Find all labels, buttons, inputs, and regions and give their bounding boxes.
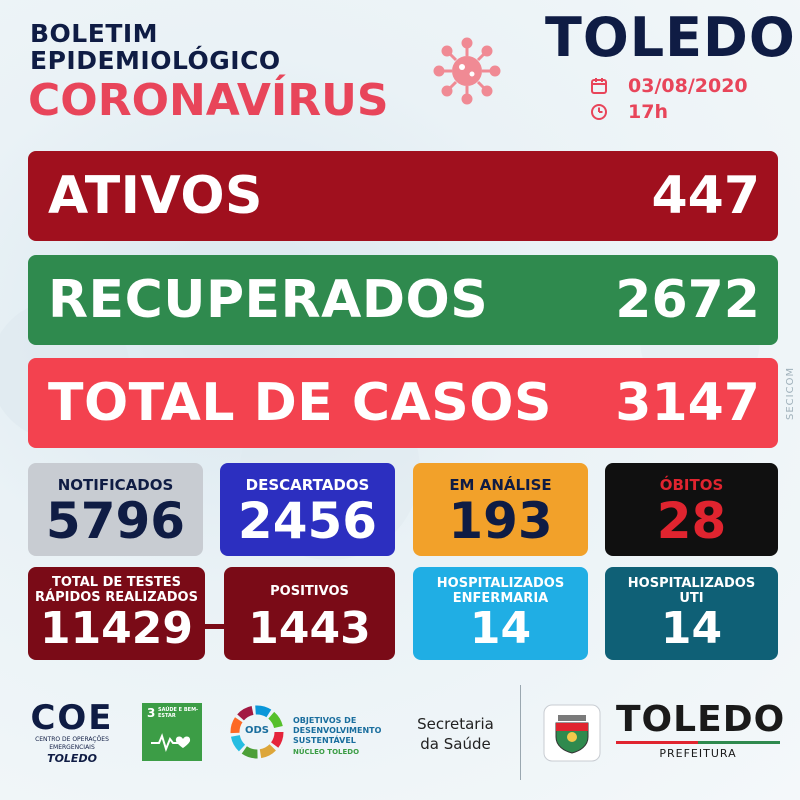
ods-text-2: DESENVOLVIMENTO [293, 726, 382, 735]
side-credit: SECICOM [785, 366, 796, 420]
stat-enfermaria-value: 14 [469, 603, 532, 654]
bar-total-casos-label: TOTAL DE CASOS [48, 373, 552, 433]
coe-subtitle: CENTRO DE OPERAÇÕES EMERGENCIAIS [35, 736, 109, 751]
stat-notificados-label: NOTIFICADOS [57, 476, 174, 494]
prefeitura-subtitle: PREFEITURA [659, 747, 737, 760]
coe-city: TOLEDO [47, 752, 97, 765]
bar-recuperados-value: 2672 [615, 270, 760, 330]
bar-recuperados: RECUPERADOS 2672 [28, 255, 778, 345]
stat-uti-label-2: UTI [679, 591, 704, 606]
stat-obitos: ÓBITOS 28 [605, 463, 778, 556]
stat-notificados: NOTIFICADOS 5796 [28, 463, 203, 556]
ods-label: ODS [244, 725, 269, 736]
ods-text-1: OBJETIVOS DE [293, 716, 357, 725]
ods-text-3: SUSTENTÁVEL [293, 736, 356, 745]
calendar-icon [591, 78, 607, 94]
title-line-1: BOLETIM [30, 19, 159, 48]
stat-uti-value: 14 [660, 603, 723, 654]
prefeitura-brand: TOLEDO [616, 699, 786, 740]
bar-total-casos: TOTAL DE CASOS 3147 [28, 358, 778, 448]
stat-obitos-value: 28 [656, 492, 727, 550]
stat-positivos-value: 1443 [248, 603, 371, 654]
secretaria-line-2: da Saúde [420, 735, 491, 753]
stat-uti-label-1: HOSPITALIZADOS [627, 576, 756, 591]
bar-recuperados-label: RECUPERADOS [48, 270, 489, 330]
stat-em-analise: EM ANÁLISE 193 [413, 463, 588, 556]
stat-em-analise-value: 193 [448, 492, 553, 550]
footer-divider [520, 685, 521, 780]
bar-total-casos-value: 3147 [615, 373, 760, 433]
stat-positivos: POSITIVOS 1443 [224, 567, 395, 660]
stat-obitos-label: ÓBITOS [659, 476, 724, 494]
stat-hospitalizados-uti: HOSPITALIZADOS UTI 14 [605, 567, 778, 660]
stat-total-testes-label-1: TOTAL DE TESTES [51, 575, 182, 590]
clock-icon [591, 104, 607, 120]
city-title: TOLEDO [545, 6, 796, 69]
stat-em-analise-label: EM ANÁLISE [449, 476, 552, 494]
secretaria-line-1: Secretaria [417, 715, 494, 733]
stat-notificados-value: 5796 [45, 492, 186, 550]
stat-enfermaria-label-1: HOSPITALIZADOS [436, 576, 565, 591]
prefeitura-crest-icon [543, 704, 601, 762]
time-text: 17h [628, 101, 668, 123]
tests-connector [195, 624, 235, 629]
ods-wheel-icon [230, 705, 284, 759]
heartbeat-icon [151, 733, 191, 753]
title-line-3: CORONAVÍRUS [28, 75, 389, 126]
stat-hospitalizados-enfermaria: HOSPITALIZADOS ENFERMARIA 14 [413, 567, 588, 660]
stat-enfermaria-label-2: ENFERMARIA [452, 591, 549, 606]
ods-text-4: NÚCLEO TOLEDO [293, 748, 360, 756]
coe-logo-text: COE [30, 698, 114, 738]
stat-descartados: DESCARTADOS 2456 [220, 463, 395, 556]
virus-icon [433, 37, 501, 105]
brand-stripe [616, 741, 780, 744]
stat-total-testes: TOTAL DE TESTES RÁPIDOS REALIZADOS 11429 [28, 567, 205, 660]
bar-ativos-label: ATIVOS [48, 166, 264, 226]
sdg3-number: 3 [147, 706, 156, 720]
bar-ativos: ATIVOS 447 [28, 151, 778, 241]
stat-descartados-label: DESCARTADOS [245, 476, 370, 494]
stat-positivos-label: POSITIVOS [270, 584, 349, 599]
bar-ativos-value: 447 [651, 166, 760, 226]
date-text: 03/08/2020 [628, 75, 748, 97]
title-line-2: EPIDEMIOLÓGICO [30, 46, 281, 75]
stat-descartados-value: 2456 [237, 492, 378, 550]
sdg3-text: SAÚDE E BEM-ESTAR [158, 707, 199, 719]
sdg3-badge: 3 SAÚDE E BEM-ESTAR [142, 703, 202, 761]
stat-total-testes-value: 11429 [39, 603, 194, 654]
coe-logo: COE CENTRO DE OPERAÇÕES EMERGENCIAIS TOL… [22, 700, 122, 770]
stat-total-testes-label-2: RÁPIDOS REALIZADOS [35, 590, 198, 605]
